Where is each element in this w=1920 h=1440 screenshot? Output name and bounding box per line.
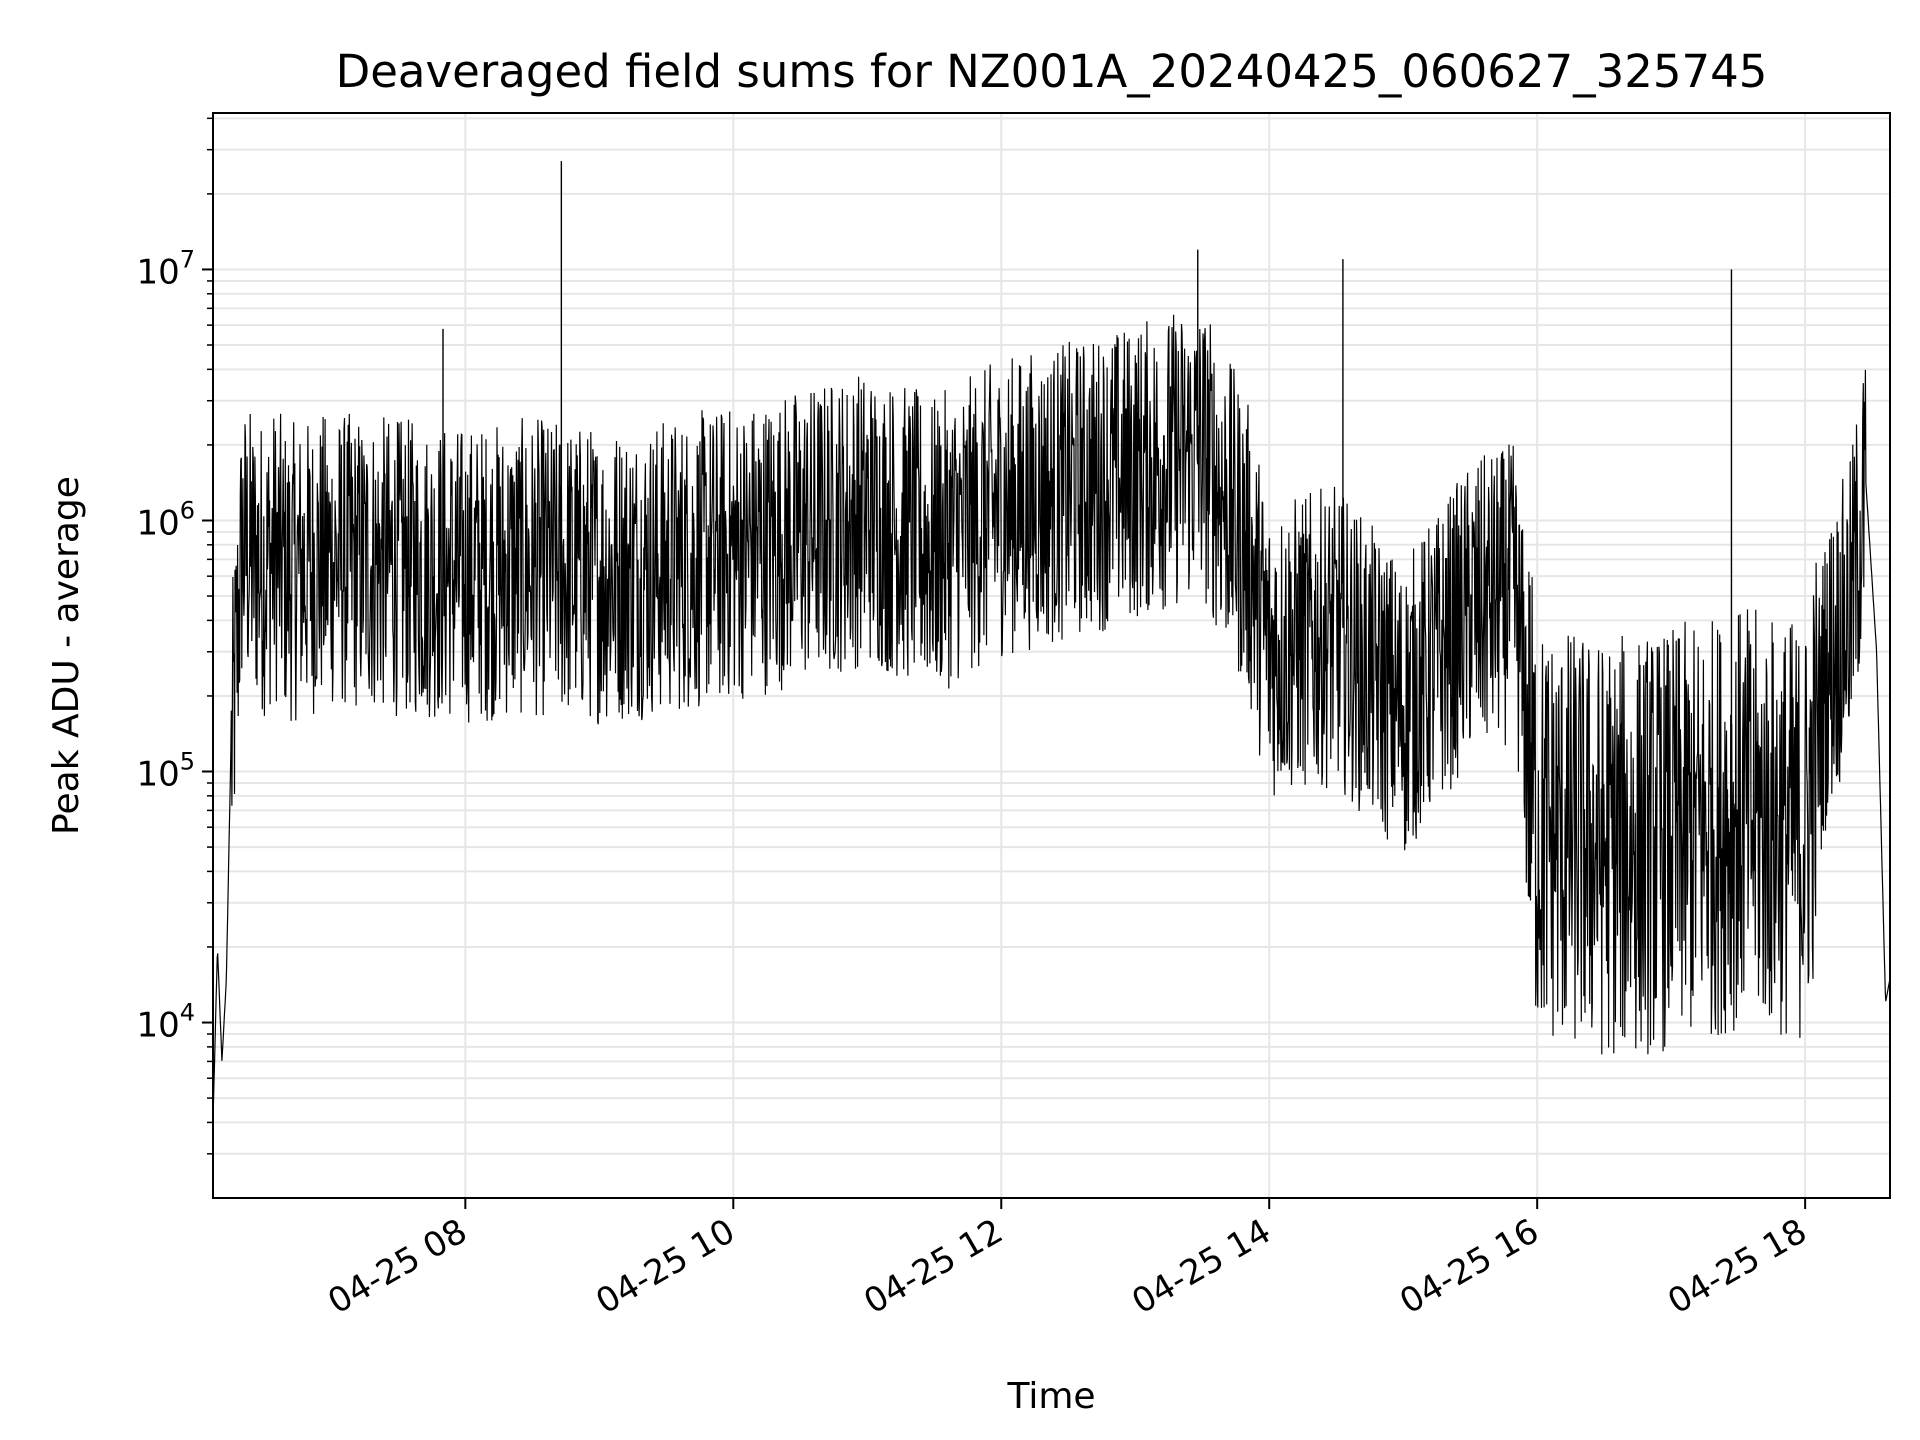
- plot-frame: [212, 112, 1891, 1199]
- y-tick-label: 105: [136, 748, 195, 795]
- y-tick-label: 104: [136, 999, 195, 1046]
- x-axis-label: Time: [1006, 1376, 1095, 1417]
- chart-title: Deaveraged field sums for NZ001A_2024042…: [336, 45, 1768, 98]
- y-axis-label: Peak ADU - average: [46, 476, 87, 835]
- series-line: [212, 314, 1891, 1123]
- y-tick-label: 107: [136, 245, 195, 292]
- data-layer: [212, 161, 1891, 1123]
- y-tick-label: 106: [136, 496, 195, 543]
